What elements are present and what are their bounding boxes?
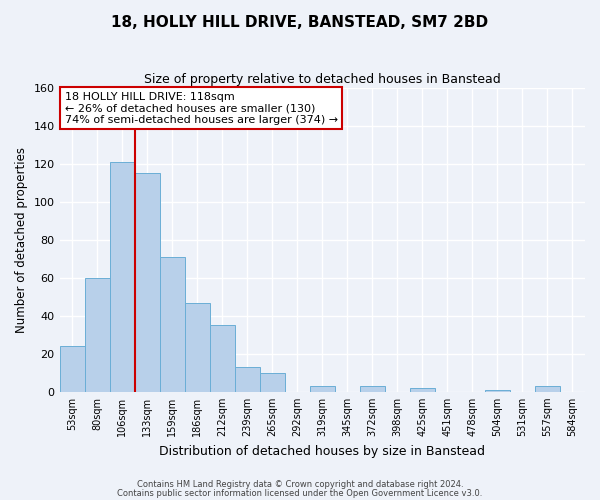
Text: 18 HOLLY HILL DRIVE: 118sqm
← 26% of detached houses are smaller (130)
74% of se: 18 HOLLY HILL DRIVE: 118sqm ← 26% of det… xyxy=(65,92,338,125)
Bar xyxy=(235,367,260,392)
Bar xyxy=(160,257,185,392)
Bar xyxy=(410,388,435,392)
Bar xyxy=(310,386,335,392)
Text: 18, HOLLY HILL DRIVE, BANSTEAD, SM7 2BD: 18, HOLLY HILL DRIVE, BANSTEAD, SM7 2BD xyxy=(112,15,488,30)
Title: Size of property relative to detached houses in Banstead: Size of property relative to detached ho… xyxy=(144,72,500,86)
Y-axis label: Number of detached properties: Number of detached properties xyxy=(15,147,28,333)
Bar xyxy=(59,346,85,392)
Text: Contains public sector information licensed under the Open Government Licence v3: Contains public sector information licen… xyxy=(118,488,482,498)
Bar xyxy=(535,386,560,392)
Bar xyxy=(485,390,510,392)
Bar xyxy=(134,174,160,392)
Bar xyxy=(209,326,235,392)
X-axis label: Distribution of detached houses by size in Banstead: Distribution of detached houses by size … xyxy=(159,444,485,458)
Bar xyxy=(110,162,134,392)
Bar xyxy=(185,302,209,392)
Text: Contains HM Land Registry data © Crown copyright and database right 2024.: Contains HM Land Registry data © Crown c… xyxy=(137,480,463,489)
Bar xyxy=(360,386,385,392)
Bar xyxy=(260,373,285,392)
Bar xyxy=(85,278,110,392)
